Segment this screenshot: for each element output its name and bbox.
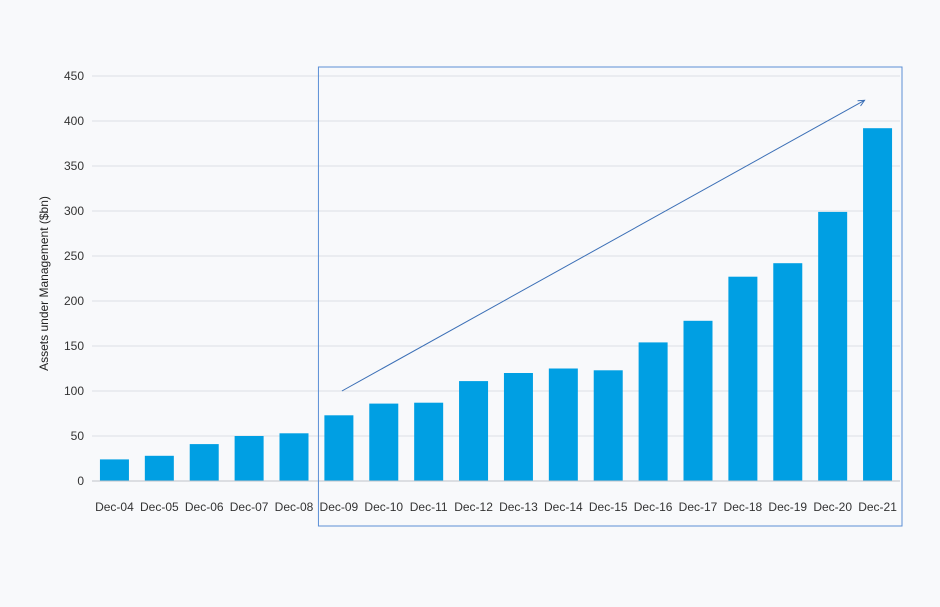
x-tick-label: Dec-05	[140, 500, 179, 514]
bar-dec-16	[638, 342, 668, 481]
bar-dec-10	[369, 403, 399, 481]
x-tick-label: Dec-08	[275, 500, 314, 514]
x-tick-label: Dec-06	[185, 500, 224, 514]
trend-arrowhead	[857, 99, 866, 107]
y-tick-label: 250	[64, 249, 84, 263]
y-tick-label: 200	[64, 294, 84, 308]
bar-dec-08	[279, 433, 309, 481]
bar-dec-06	[189, 444, 219, 481]
bar-dec-21	[863, 128, 893, 481]
y-tick-label: 350	[64, 159, 84, 173]
bar-dec-19	[773, 263, 803, 481]
bar-dec-05	[144, 455, 174, 481]
highlight-box	[317, 66, 903, 527]
y-axis-title: Assets under Management ($bn)	[37, 196, 51, 371]
trend-arrow	[341, 99, 865, 392]
x-tick-label: Dec-07	[230, 500, 269, 514]
x-tick-label: Dec-18	[724, 500, 763, 514]
grid-lines	[92, 75, 900, 437]
y-tick-label: 50	[71, 429, 85, 443]
x-tick-label: Dec-11	[410, 500, 448, 514]
x-tick-label: Dec-15	[589, 500, 628, 514]
bar-dec-13	[503, 373, 533, 481]
bar-dec-15	[593, 370, 623, 481]
y-tick-label: 100	[64, 384, 84, 398]
y-tick-label: 400	[64, 114, 84, 128]
x-tick-labels: Dec-04 Dec-05 Dec-06 Dec-07 Dec-08 Dec-09 Dec-…	[95, 500, 897, 514]
y-tick-label: 0	[77, 474, 84, 488]
bar-dec-12	[459, 381, 489, 481]
bar-dec-17	[683, 320, 713, 481]
y-tick-label: 300	[64, 204, 84, 218]
bar-dec-18	[728, 276, 758, 481]
bar-dec-20	[818, 211, 848, 481]
x-tick-label: Dec-16	[634, 500, 673, 514]
x-tick-label: Dec-13	[499, 500, 538, 514]
x-tick-label: Dec-12	[454, 500, 493, 514]
x-tick-label: Dec-17	[679, 500, 718, 514]
bars	[99, 128, 893, 481]
y-tick-labels: 0 50 100 150 200 250 300 350 400 450	[64, 69, 84, 488]
x-tick-label: Dec-20	[813, 500, 852, 514]
y-tick-label: 450	[64, 69, 84, 83]
bar-dec-07	[234, 436, 264, 481]
x-tick-label: Dec-04	[95, 500, 134, 514]
bar-dec-11	[414, 402, 444, 481]
x-tick-label: Dec-19	[768, 500, 807, 514]
x-tick-label: Dec-10	[364, 500, 403, 514]
x-tick-label: Dec-14	[544, 500, 583, 514]
x-tick-label: Dec-09	[320, 500, 359, 514]
bar-dec-09	[324, 415, 354, 481]
bar-dec-04	[99, 459, 129, 481]
y-tick-label: 150	[64, 339, 84, 353]
bar-dec-14	[548, 368, 578, 481]
x-tick-label: Dec-21	[858, 500, 897, 514]
